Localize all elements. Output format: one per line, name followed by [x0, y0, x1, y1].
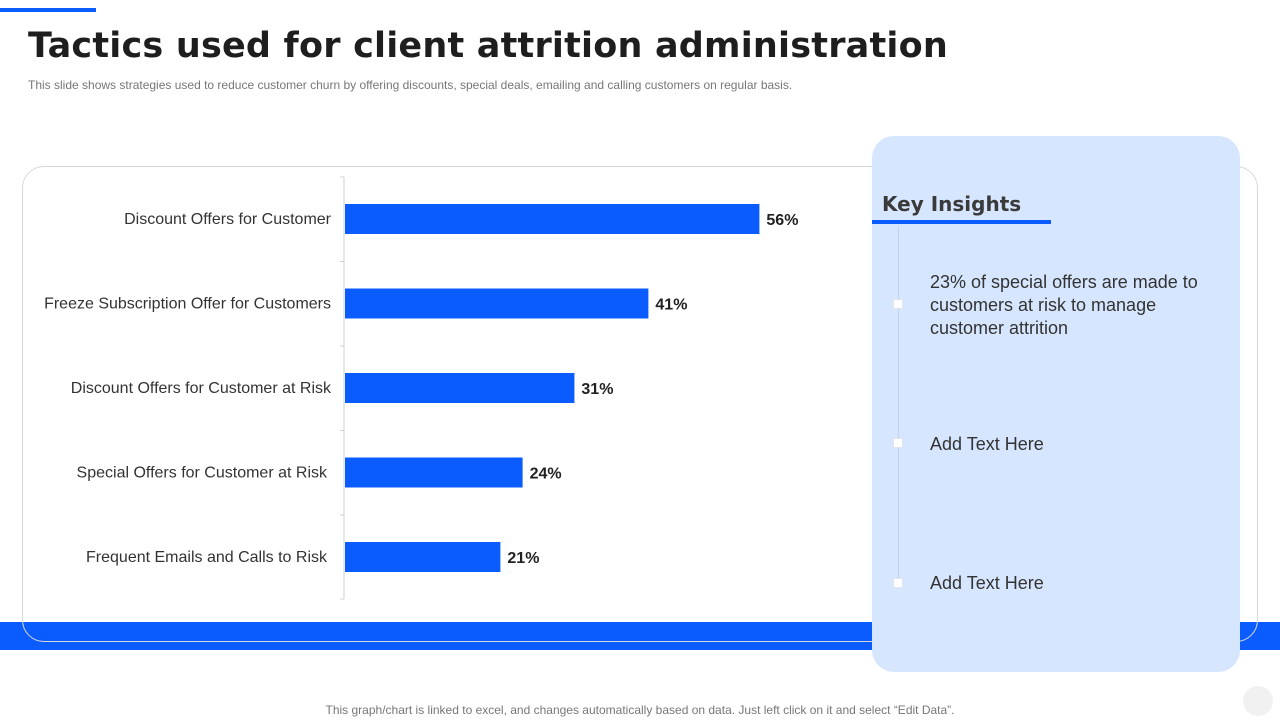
insight-bullet-2	[893, 438, 903, 448]
chart-frame	[22, 166, 1258, 642]
slide-title: Tactics used for client attrition admini…	[28, 26, 948, 66]
data-label-5: 21%	[507, 550, 539, 567]
data-label-1: 56%	[766, 212, 798, 229]
category-label-4: Special Offers for Customer at Risk	[77, 465, 328, 482]
insight-bullet-1	[893, 299, 903, 309]
top-accent-bar	[0, 8, 96, 12]
category-label-3: Discount Offers for Customer at Risk	[71, 380, 332, 397]
insight-text-1[interactable]: 23% of special offers are made to custom…	[930, 272, 1198, 338]
bar-4[interactable]	[345, 457, 523, 488]
slide-subtitle: This slide shows strategies used to redu…	[28, 78, 793, 92]
bar-chart[interactable]: Discount Offers for Customer 56% Freeze Su…	[0, 0, 870, 620]
footnote: This graph/chart is linked to excel, and…	[325, 703, 955, 717]
key-insights-panel: Key Insights 23% of special offers are m…	[872, 136, 1240, 672]
category-label-2: Freeze Subscription Offer for Customers	[44, 296, 331, 313]
insight-text-2[interactable]: Add Text Here	[930, 434, 1044, 454]
key-insights-title: Key Insights	[882, 192, 1022, 216]
bar-3[interactable]	[345, 373, 575, 403]
bar-1[interactable]	[345, 204, 760, 234]
data-label-3: 31%	[581, 381, 613, 398]
insight-bullet-3	[893, 578, 903, 588]
bar-2[interactable]	[345, 288, 649, 319]
data-label-4: 24%	[530, 466, 562, 483]
insights-connector-line	[898, 226, 899, 586]
category-label-1: Discount Offers for Customer	[124, 211, 332, 228]
category-label-5: Frequent Emails and Calls to Risk	[86, 549, 328, 566]
insight-text-3[interactable]: Add Text Here	[930, 573, 1044, 593]
corner-dot	[1243, 686, 1273, 716]
data-label-2: 41%	[655, 297, 687, 314]
bar-5[interactable]	[345, 542, 501, 572]
key-insights-underline	[872, 220, 1051, 224]
